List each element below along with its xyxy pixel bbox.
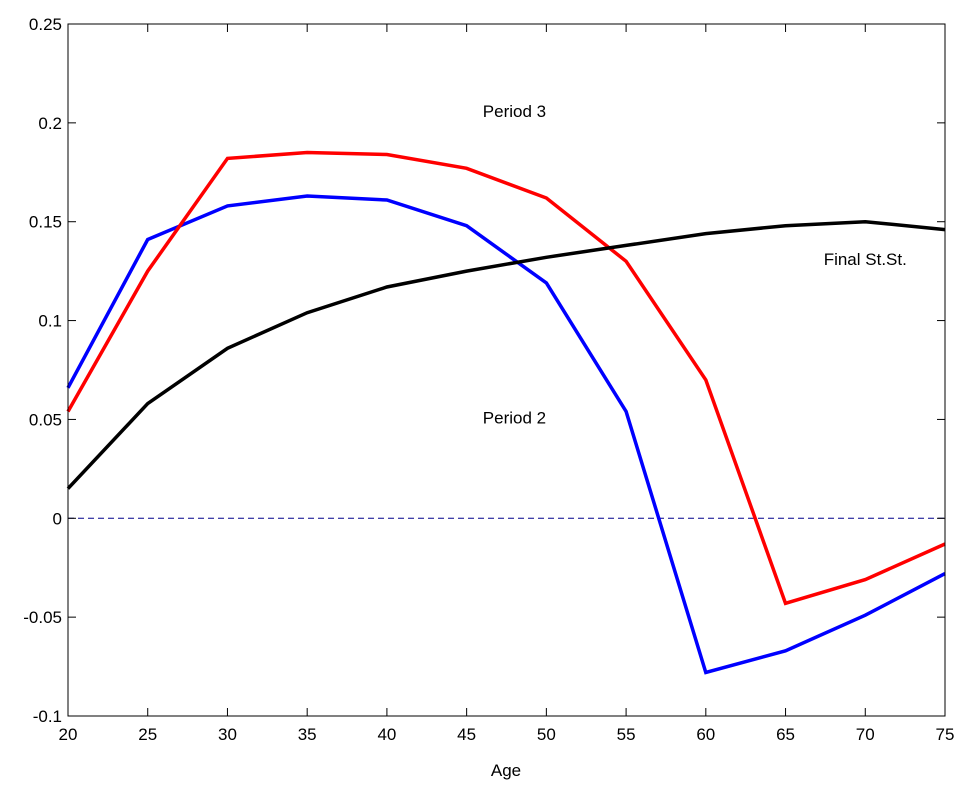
- y-tick-label: -0.05: [23, 608, 62, 627]
- x-tick-label: 75: [936, 725, 955, 744]
- x-tick-label: 50: [537, 725, 556, 744]
- y-tick-label: 0.15: [29, 213, 62, 232]
- x-tick-label: 30: [218, 725, 237, 744]
- y-tick-label: 0.2: [38, 114, 62, 133]
- y-tick-label: 0.1: [38, 312, 62, 331]
- x-tick-label: 65: [776, 725, 795, 744]
- x-tick-label: 20: [59, 725, 78, 744]
- x-tick-label: 60: [696, 725, 715, 744]
- x-tick-label: 45: [457, 725, 476, 744]
- x-tick-label: 35: [298, 725, 317, 744]
- y-tick-label: 0.05: [29, 410, 62, 429]
- x-tick-label: 55: [617, 725, 636, 744]
- annotation-period-3: Period 3: [483, 102, 546, 121]
- y-tick-label: 0: [53, 509, 62, 528]
- x-tick-label: 70: [856, 725, 875, 744]
- x-tick-label: 25: [138, 725, 157, 744]
- x-tick-label: 40: [377, 725, 396, 744]
- y-tick-label: -0.1: [33, 707, 62, 726]
- y-tick-label: 0.25: [29, 15, 62, 34]
- plot-background: [68, 24, 945, 716]
- x-axis-title: Age: [491, 761, 521, 780]
- annotation-final-st-st: Final St.St.: [824, 250, 907, 269]
- annotation-period-2: Period 2: [483, 408, 546, 427]
